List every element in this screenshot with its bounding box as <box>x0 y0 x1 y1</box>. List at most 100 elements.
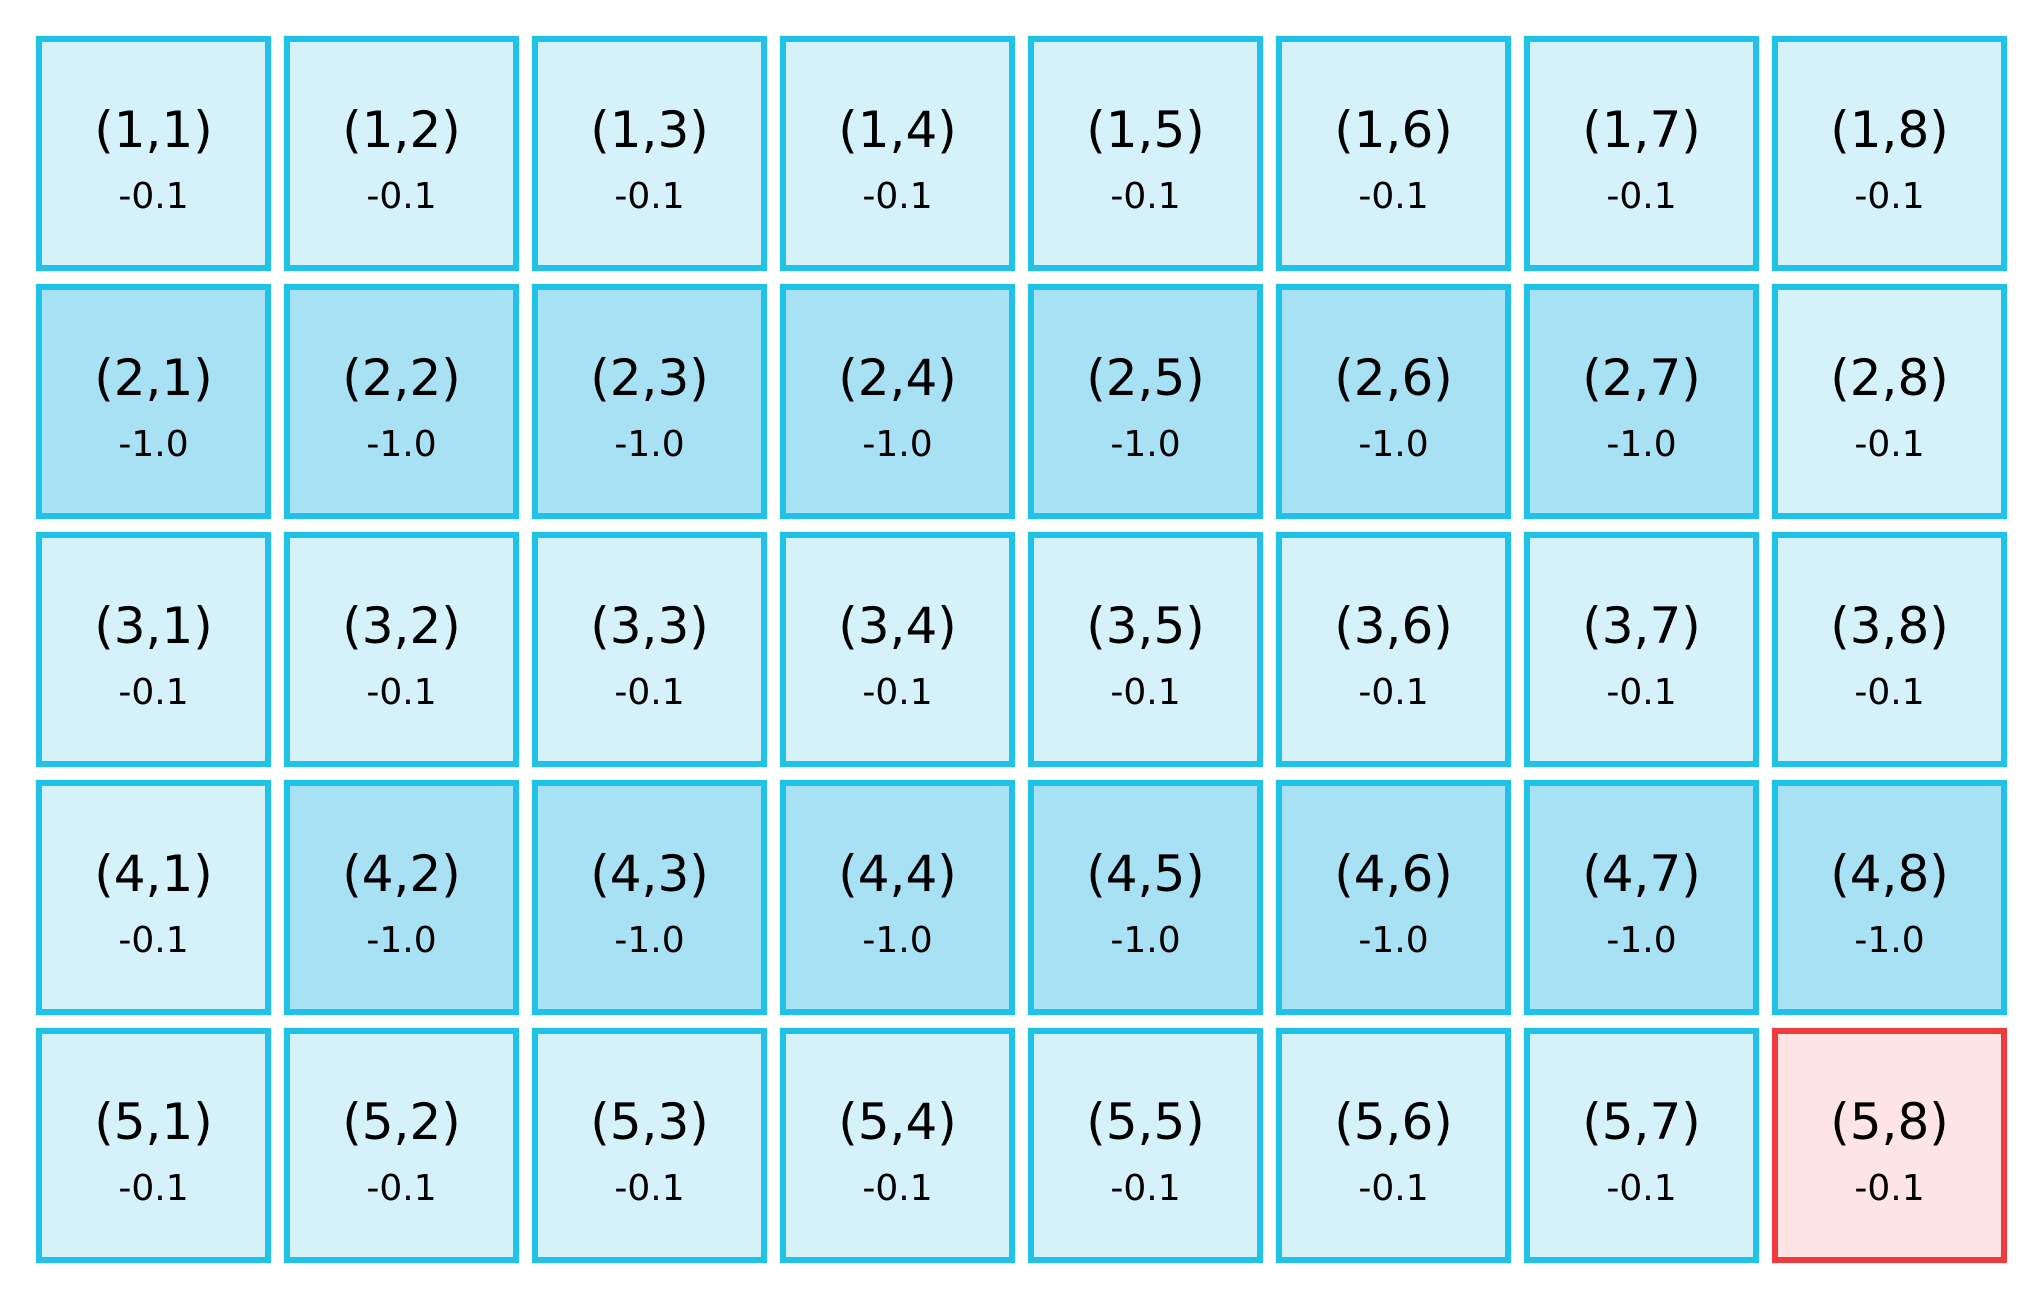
gridworld-board: (1,1) -0.1 (1,2) -0.1 (1,3) -0.1 (1,4) -0.1 (1,5… <box>36 36 2007 1263</box>
grid-cell: (5,4) -0.1 <box>780 1028 1015 1263</box>
cell-coordinate-label: (5,8) <box>1830 1092 1949 1151</box>
grid-cell: (1,1) -0.1 <box>36 36 271 271</box>
cell-coordinate-label: (5,6) <box>1334 1092 1453 1151</box>
cell-coordinate-label: (5,2) <box>342 1092 461 1151</box>
cell-coordinate-label: (1,6) <box>1334 100 1453 159</box>
grid-cell: (2,7) -1.0 <box>1524 284 1759 519</box>
grid-cell: (5,7) -0.1 <box>1524 1028 1759 1263</box>
grid-cell: (3,8) -0.1 <box>1772 532 2007 767</box>
cell-coordinate-label: (4,8) <box>1830 844 1949 903</box>
cell-coordinate-label: (1,2) <box>342 100 461 159</box>
cell-reward-value: -0.1 <box>1606 175 1677 217</box>
cell-coordinate-label: (5,1) <box>94 1092 213 1151</box>
cell-reward-value: -0.1 <box>862 175 933 217</box>
cell-reward-value: -1.0 <box>1358 423 1429 465</box>
cell-reward-value: -0.1 <box>1854 175 1925 217</box>
grid-cell: (5,5) -0.1 <box>1028 1028 1263 1263</box>
grid-cell: (4,1) -0.1 <box>36 780 271 1015</box>
cell-coordinate-label: (1,7) <box>1582 100 1701 159</box>
cell-reward-value: -1.0 <box>366 423 437 465</box>
cell-coordinate-label: (5,4) <box>838 1092 957 1151</box>
grid-cell: (3,5) -0.1 <box>1028 532 1263 767</box>
cell-reward-value: -0.1 <box>1110 175 1181 217</box>
cell-reward-value: -0.1 <box>1110 1167 1181 1209</box>
cell-reward-value: -1.0 <box>1606 919 1677 961</box>
cell-coordinate-label: (2,5) <box>1086 348 1205 407</box>
cell-reward-value: -0.1 <box>1358 175 1429 217</box>
grid-cell: (3,6) -0.1 <box>1276 532 1511 767</box>
cell-coordinate-label: (4,5) <box>1086 844 1205 903</box>
cell-reward-value: -1.0 <box>1110 423 1181 465</box>
cell-coordinate-label: (4,1) <box>94 844 213 903</box>
cell-reward-value: -1.0 <box>1358 919 1429 961</box>
cell-coordinate-label: (4,6) <box>1334 844 1453 903</box>
grid-cell: (2,1) -1.0 <box>36 284 271 519</box>
cell-coordinate-label: (2,8) <box>1830 348 1949 407</box>
cell-coordinate-label: (1,4) <box>838 100 957 159</box>
cell-reward-value: -0.1 <box>118 1167 189 1209</box>
grid-cell: (2,5) -1.0 <box>1028 284 1263 519</box>
cell-coordinate-label: (4,4) <box>838 844 957 903</box>
cell-coordinate-label: (3,3) <box>590 596 709 655</box>
cell-coordinate-label: (3,1) <box>94 596 213 655</box>
cell-reward-value: -0.1 <box>1606 1167 1677 1209</box>
grid-cell: (3,3) -0.1 <box>532 532 767 767</box>
cell-coordinate-label: (3,5) <box>1086 596 1205 655</box>
cell-reward-value: -0.1 <box>118 671 189 713</box>
cell-reward-value: -0.1 <box>614 1167 685 1209</box>
cell-coordinate-label: (5,3) <box>590 1092 709 1151</box>
cell-coordinate-label: (2,4) <box>838 348 957 407</box>
cell-reward-value: -0.1 <box>614 175 685 217</box>
cell-coordinate-label: (3,2) <box>342 596 461 655</box>
cell-coordinate-label: (2,3) <box>590 348 709 407</box>
cell-coordinate-label: (1,3) <box>590 100 709 159</box>
cell-coordinate-label: (4,3) <box>590 844 709 903</box>
grid-cell: (2,6) -1.0 <box>1276 284 1511 519</box>
grid-cell: (4,2) -1.0 <box>284 780 519 1015</box>
cell-reward-value: -0.1 <box>1358 1167 1429 1209</box>
cell-reward-value: -0.1 <box>118 175 189 217</box>
grid-cell: (1,5) -0.1 <box>1028 36 1263 271</box>
cell-reward-value: -0.1 <box>118 919 189 961</box>
cell-reward-value: -0.1 <box>1606 671 1677 713</box>
cell-reward-value: -1.0 <box>862 919 933 961</box>
cell-reward-value: -0.1 <box>862 1167 933 1209</box>
grid-cell: (3,4) -0.1 <box>780 532 1015 767</box>
cell-reward-value: -1.0 <box>118 423 189 465</box>
grid-cell: (4,5) -1.0 <box>1028 780 1263 1015</box>
grid-cell: (1,7) -0.1 <box>1524 36 1759 271</box>
grid-cell: (1,4) -0.1 <box>780 36 1015 271</box>
cell-reward-value: -0.1 <box>1358 671 1429 713</box>
grid-cell: (2,8) -0.1 <box>1772 284 2007 519</box>
grid-cell: (5,1) -0.1 <box>36 1028 271 1263</box>
cell-reward-value: -1.0 <box>862 423 933 465</box>
cell-reward-value: -0.1 <box>862 671 933 713</box>
cell-reward-value: -0.1 <box>366 1167 437 1209</box>
grid-cell: (3,7) -0.1 <box>1524 532 1759 767</box>
cell-coordinate-label: (2,2) <box>342 348 461 407</box>
grid-cell: (3,1) -0.1 <box>36 532 271 767</box>
cell-coordinate-label: (4,2) <box>342 844 461 903</box>
cell-coordinate-label: (2,1) <box>94 348 213 407</box>
grid-cell: (4,7) -1.0 <box>1524 780 1759 1015</box>
grid-cell: (5,6) -0.1 <box>1276 1028 1511 1263</box>
grid-cell-goal: (5,8) -0.1 <box>1772 1028 2007 1263</box>
cell-coordinate-label: (2,6) <box>1334 348 1453 407</box>
cell-coordinate-label: (1,1) <box>94 100 213 159</box>
grid-cell: (1,8) -0.1 <box>1772 36 2007 271</box>
grid-cell: (2,2) -1.0 <box>284 284 519 519</box>
grid-cell: (1,2) -0.1 <box>284 36 519 271</box>
cell-reward-value: -1.0 <box>614 919 685 961</box>
grid-cell: (2,3) -1.0 <box>532 284 767 519</box>
cell-reward-value: -0.1 <box>1854 671 1925 713</box>
cell-reward-value: -0.1 <box>1854 423 1925 465</box>
cell-coordinate-label: (5,7) <box>1582 1092 1701 1151</box>
cell-reward-value: -1.0 <box>1606 423 1677 465</box>
cell-coordinate-label: (3,8) <box>1830 596 1949 655</box>
grid-cell: (1,3) -0.1 <box>532 36 767 271</box>
grid-cell: (1,6) -0.1 <box>1276 36 1511 271</box>
cell-reward-value: -0.1 <box>366 671 437 713</box>
grid-cell: (2,4) -1.0 <box>780 284 1015 519</box>
cell-reward-value: -1.0 <box>1854 919 1925 961</box>
cell-reward-value: -0.1 <box>614 671 685 713</box>
